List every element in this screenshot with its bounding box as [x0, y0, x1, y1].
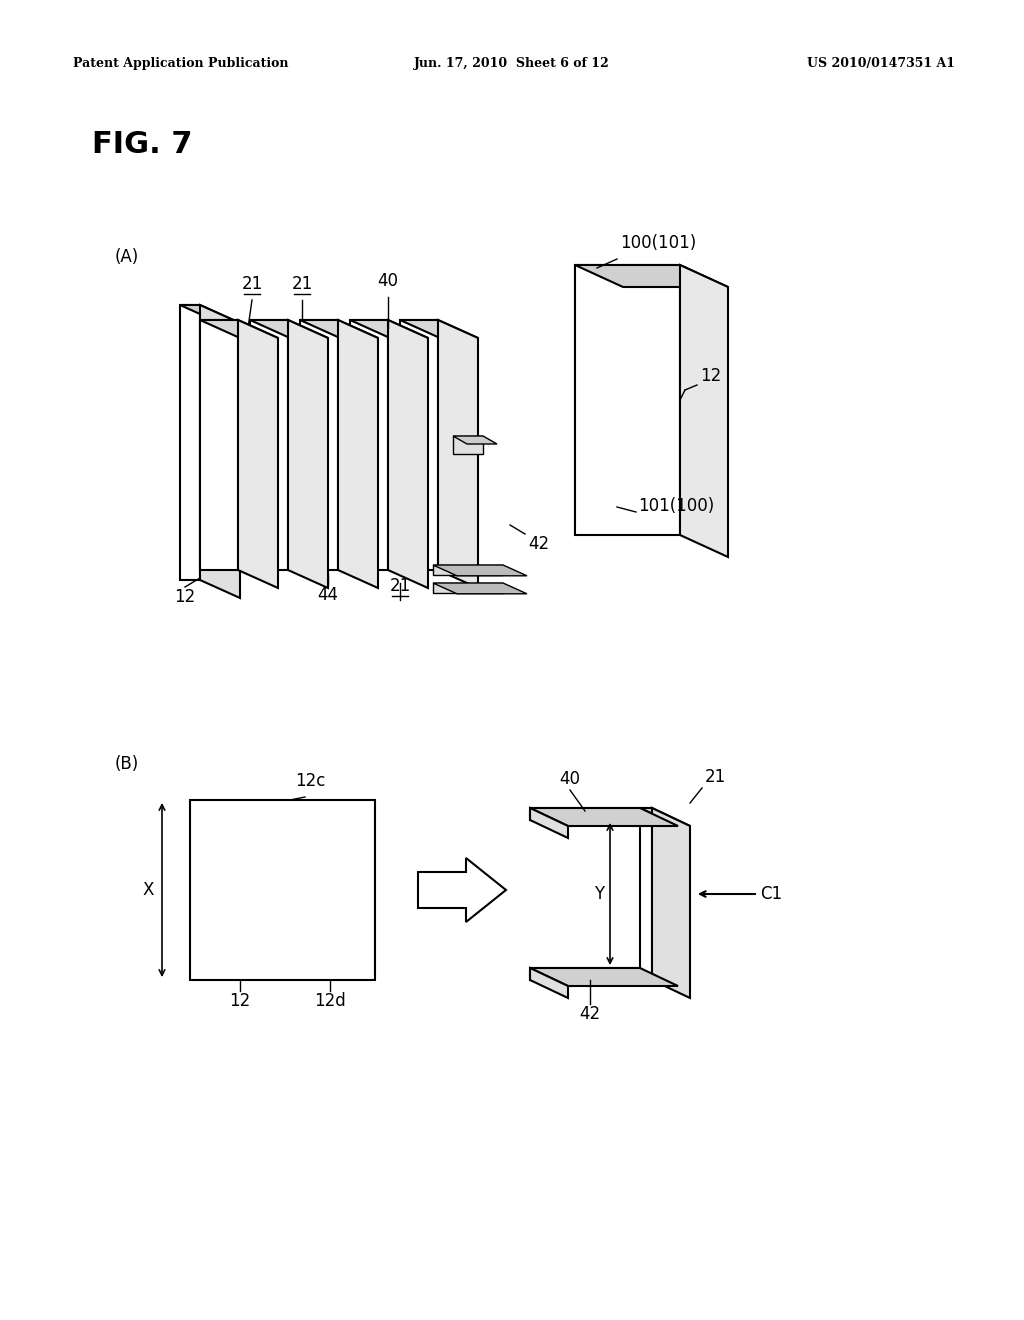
Polygon shape — [200, 319, 238, 570]
Text: 44: 44 — [317, 586, 339, 605]
Polygon shape — [530, 808, 568, 838]
Polygon shape — [350, 319, 428, 338]
Polygon shape — [288, 319, 328, 587]
Polygon shape — [438, 319, 478, 587]
Text: 21: 21 — [389, 577, 411, 595]
Polygon shape — [530, 808, 678, 826]
Text: Jun. 17, 2010  Sheet 6 of 12: Jun. 17, 2010 Sheet 6 of 12 — [414, 57, 610, 70]
Polygon shape — [433, 583, 527, 594]
Polygon shape — [680, 265, 728, 557]
Polygon shape — [652, 808, 690, 998]
Polygon shape — [300, 319, 338, 570]
Text: 101(100): 101(100) — [638, 498, 715, 515]
Text: (B): (B) — [115, 755, 139, 774]
Polygon shape — [388, 319, 428, 587]
Polygon shape — [433, 565, 503, 576]
Text: 21: 21 — [292, 275, 312, 293]
Polygon shape — [180, 305, 240, 323]
Text: 21: 21 — [705, 768, 726, 785]
Text: 12: 12 — [174, 587, 196, 606]
Polygon shape — [200, 305, 240, 598]
Text: 21: 21 — [242, 275, 262, 293]
Polygon shape — [418, 858, 506, 921]
Polygon shape — [180, 305, 200, 579]
Polygon shape — [530, 808, 640, 820]
Polygon shape — [575, 265, 728, 286]
Polygon shape — [530, 968, 678, 986]
Text: 42: 42 — [580, 1005, 600, 1023]
Polygon shape — [338, 319, 378, 587]
Text: 42: 42 — [528, 535, 549, 553]
Polygon shape — [350, 319, 388, 570]
Polygon shape — [238, 319, 278, 587]
Text: (A): (A) — [115, 248, 139, 267]
Polygon shape — [300, 319, 378, 338]
Text: 12d: 12d — [314, 993, 346, 1010]
Polygon shape — [453, 436, 483, 454]
Text: X: X — [142, 880, 154, 899]
Polygon shape — [433, 583, 503, 593]
Text: 100(101): 100(101) — [620, 234, 696, 252]
Polygon shape — [530, 968, 640, 979]
Polygon shape — [200, 319, 278, 338]
Text: US 2010/0147351 A1: US 2010/0147351 A1 — [807, 57, 955, 70]
Polygon shape — [400, 319, 478, 338]
Text: 12: 12 — [700, 367, 721, 385]
Text: 40: 40 — [378, 272, 398, 290]
Polygon shape — [250, 319, 328, 338]
Text: 40: 40 — [559, 770, 581, 788]
Polygon shape — [530, 968, 568, 998]
Text: C1: C1 — [760, 884, 782, 903]
Polygon shape — [250, 319, 288, 570]
Text: Y: Y — [594, 884, 604, 903]
Text: FIG. 7: FIG. 7 — [92, 129, 193, 158]
Polygon shape — [400, 319, 438, 570]
Text: 12: 12 — [229, 993, 251, 1010]
Polygon shape — [453, 436, 497, 444]
Text: Patent Application Publication: Patent Application Publication — [73, 57, 289, 70]
Bar — [190, 800, 375, 979]
Polygon shape — [640, 808, 652, 979]
Polygon shape — [433, 565, 527, 576]
Polygon shape — [575, 265, 680, 535]
Polygon shape — [640, 808, 690, 826]
Text: 12c: 12c — [295, 772, 326, 789]
